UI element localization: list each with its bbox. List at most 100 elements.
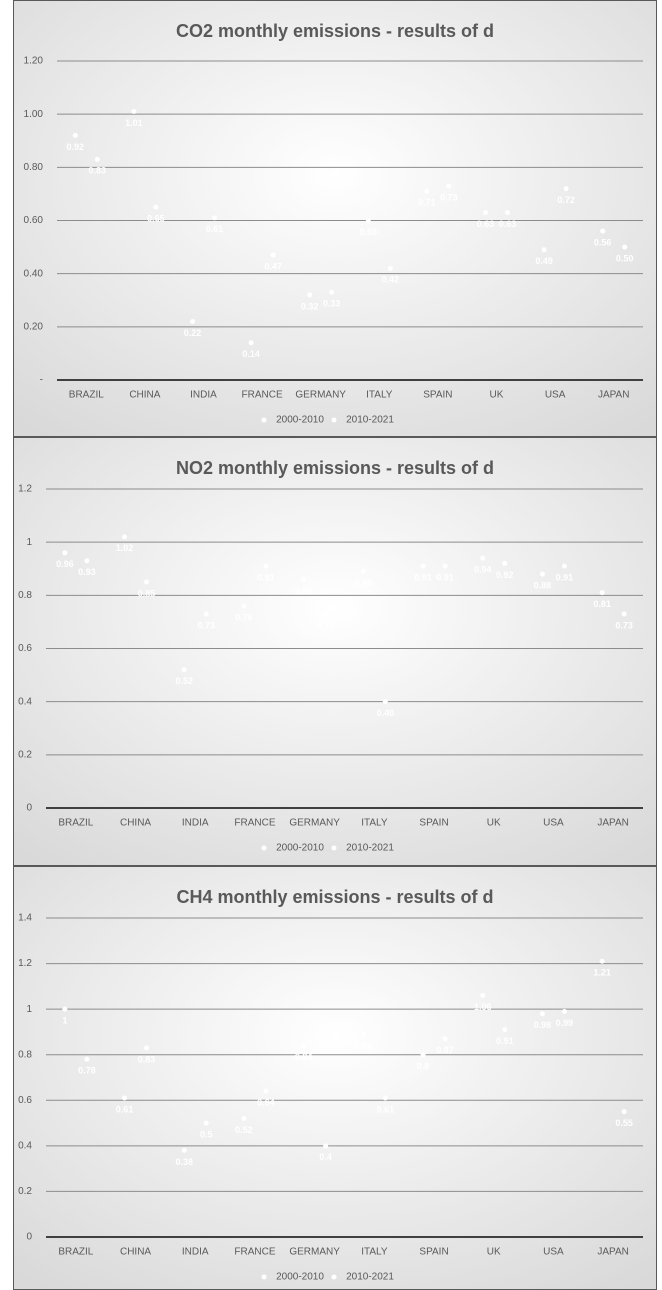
data-label: 0.83	[89, 166, 107, 176]
point	[420, 563, 426, 569]
y-tick-label: 0.40	[24, 268, 44, 279]
point	[144, 1045, 150, 1051]
data-label: 0.73	[197, 620, 215, 630]
data-label: 0.96	[56, 559, 74, 569]
point	[62, 550, 68, 556]
y-tick-label: 1	[26, 537, 32, 548]
legend-marker	[331, 845, 337, 851]
point	[480, 992, 486, 998]
data-label: 0.73	[317, 620, 335, 630]
x-tick-label: CHINA	[120, 1247, 151, 1258]
legend-marker	[331, 417, 337, 423]
point	[539, 571, 545, 577]
data-label: 0.60	[360, 227, 378, 237]
y-tick-label: 0.80	[24, 162, 44, 173]
y-tick-label: 1.2	[18, 958, 32, 969]
x-tick-label: GERMANY	[289, 818, 340, 829]
data-label: 0.55	[615, 1118, 633, 1128]
data-label: 0.52	[175, 676, 193, 686]
data-label: 0.14	[242, 349, 260, 359]
y-tick-label: 0.8	[18, 1049, 32, 1060]
legend-label: 2000-2010	[276, 1272, 324, 1283]
data-label: 0.81	[593, 599, 611, 609]
data-label: 0.78	[78, 1066, 96, 1076]
data-label: 0.85	[138, 588, 156, 598]
point	[382, 699, 388, 705]
data-label: 0.56	[594, 238, 612, 248]
data-label: 0.32	[301, 301, 319, 311]
point	[329, 289, 335, 295]
x-tick-label: CHINA	[129, 390, 160, 401]
data-label: 0.91	[414, 572, 432, 582]
point	[212, 215, 217, 221]
x-tick-label: SPAIN	[423, 390, 452, 401]
legend-marker	[261, 417, 267, 423]
point	[144, 579, 150, 585]
x-tick-label: FRANCE	[234, 818, 275, 829]
y-tick-label: -	[40, 375, 43, 386]
x-tick-label: ITALY	[361, 1247, 388, 1258]
y-tick-label: 1.20	[24, 56, 44, 67]
point	[84, 558, 90, 564]
point	[387, 265, 393, 271]
x-tick-label: UK	[490, 390, 504, 401]
y-tick-label: 0.4	[18, 1140, 32, 1151]
legend-label: 2000-2010	[276, 415, 324, 426]
point	[307, 292, 313, 298]
legend-label: 2010-2021	[346, 843, 394, 854]
point	[323, 611, 329, 617]
data-label: 0.86	[295, 586, 313, 596]
point	[72, 132, 78, 138]
panel	[13, 866, 657, 1290]
y-tick-label: 0	[26, 1232, 32, 1243]
data-label: 0.72	[557, 195, 575, 205]
y-tick-label: 0.2	[18, 749, 32, 760]
point	[270, 252, 276, 258]
x-tick-label: FRANCE	[234, 1247, 275, 1258]
data-label: 0.50	[616, 253, 634, 263]
data-label: 1.01	[125, 118, 143, 128]
point	[442, 1036, 448, 1042]
data-label: 0.73	[440, 192, 458, 202]
x-tick-label: UK	[487, 1247, 501, 1258]
y-tick-label: 0.20	[24, 321, 44, 332]
x-tick-label: GERMANY	[289, 1247, 340, 1258]
x-tick-label: BRAZIL	[58, 818, 93, 829]
data-label: 0.5	[200, 1129, 213, 1139]
y-tick-label: 1.2	[18, 484, 32, 495]
point	[323, 1143, 329, 1149]
point	[483, 210, 488, 216]
point	[181, 667, 187, 673]
chart-title: CH4 monthly emissions - results of d	[176, 887, 493, 907]
data-label: 0.99	[556, 1018, 574, 1028]
x-tick-label: SPAIN	[419, 1247, 448, 1258]
y-tick-label: 1.4	[18, 913, 32, 924]
data-label: 0.63	[499, 219, 517, 229]
point	[442, 563, 448, 569]
point	[153, 204, 159, 210]
data-label: 0.91	[556, 572, 574, 582]
chart-title: NO2 monthly emissions - results of d	[176, 458, 494, 478]
data-label: 0.92	[496, 570, 514, 580]
x-tick-label: JAPAN	[597, 818, 629, 829]
y-tick-label: 0	[26, 803, 32, 814]
point	[122, 1095, 128, 1101]
point	[539, 1011, 545, 1017]
x-tick-label: CHINA	[120, 818, 151, 829]
point	[131, 109, 137, 115]
y-tick-label: 0.60	[24, 215, 44, 226]
y-tick-label: 0.6	[18, 643, 32, 654]
x-tick-label: ITALY	[366, 390, 393, 401]
panel	[13, 437, 657, 866]
point	[561, 563, 567, 569]
point	[241, 603, 247, 609]
data-label: 0.65	[147, 214, 165, 224]
x-tick-label: USA	[545, 390, 566, 401]
chart-title: CO2 monthly emissions - results of d	[176, 21, 494, 41]
point	[480, 555, 486, 561]
y-tick-label: 0.4	[18, 696, 32, 707]
point	[599, 590, 605, 596]
point	[263, 563, 269, 569]
data-label: 0.8	[417, 1061, 430, 1071]
